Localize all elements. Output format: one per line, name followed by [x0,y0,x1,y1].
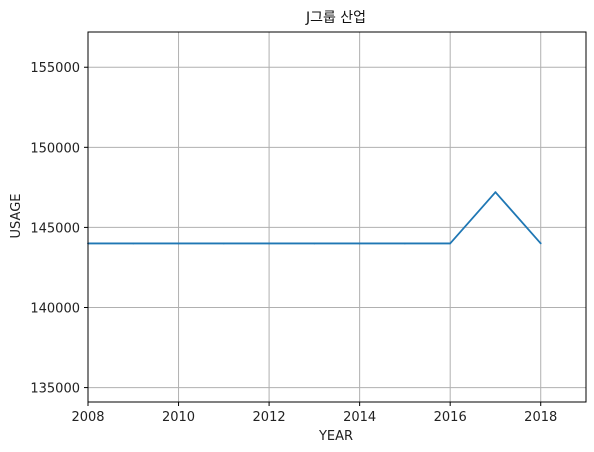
data-point [539,242,542,245]
x-axis: 2008 2010 2012 2014 2016 2018 [71,402,557,425]
y-tick-label: 140000 [30,301,80,316]
x-axis-label: YEAR [318,429,353,444]
y-tick-label: 135000 [30,382,80,397]
grid-lines [87,32,586,402]
chart-title: J그룹 산업 [305,10,366,26]
data-point [177,242,180,245]
y-tick-label: 155000 [30,61,80,76]
data-point [268,242,270,245]
data-point [132,242,135,245]
y-axis: 135000 140000 145000 150000 155000 [30,61,88,397]
data-point [449,242,452,245]
y-tick-label: 145000 [30,221,80,236]
plot-frame [87,31,587,403]
data-point [404,242,406,245]
series-line-0 [88,191,542,245]
data-point [222,242,225,245]
series-layer [87,191,542,245]
data-point [494,191,497,194]
x-tick-label: 2018 [524,410,557,425]
x-tick-label: 2016 [434,410,467,425]
data-point [358,242,361,245]
x-tick-label: 2010 [162,410,195,425]
data-point [313,242,316,245]
y-axis-label: USAGE [9,194,24,239]
x-tick-label: 2014 [343,410,376,425]
x-tick-label: 2008 [71,410,104,425]
y-tick-label: 150000 [30,141,80,156]
x-tick-label: 2012 [253,410,286,425]
